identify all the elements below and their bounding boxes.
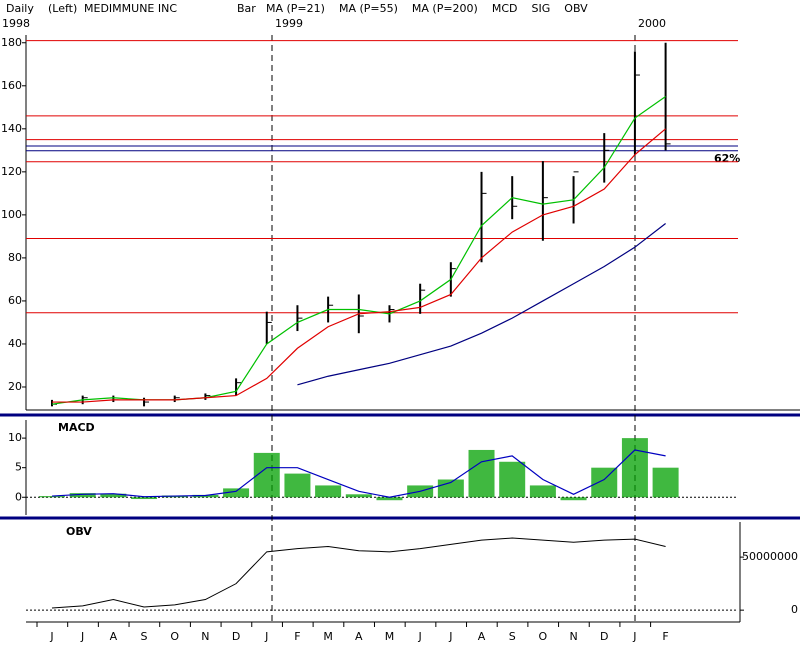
y-tick-label: 0 (791, 603, 798, 616)
obv-line (51, 537, 666, 609)
x-tick-label: J (448, 630, 452, 643)
macd-bar (560, 497, 587, 501)
x-tick-label: D (600, 630, 608, 643)
legend-entry: MCD (492, 2, 518, 15)
x-tick-label: O (539, 630, 548, 643)
y-tick-label: 100 (1, 208, 22, 221)
y-tick-label: 120 (1, 165, 22, 178)
ma-line (297, 223, 666, 386)
header-item: Bar (237, 2, 256, 15)
x-tick-label: D (232, 630, 240, 643)
y-tick-label: 5 (15, 461, 22, 474)
macd-bar (468, 449, 495, 498)
year-label: 1998 (2, 17, 30, 30)
x-tick-label: S (141, 630, 148, 643)
annotation: 62% (714, 152, 740, 165)
header-item: Daily (6, 2, 34, 15)
macd-bar (131, 497, 158, 500)
legend-entry: SIG (532, 2, 551, 15)
x-tick-label: M (323, 630, 333, 643)
x-tick-label: J (632, 630, 636, 643)
panel-title: OBV (66, 525, 92, 538)
macd-bar (284, 473, 311, 498)
header-item: (Left) (48, 2, 77, 15)
macd-bar (591, 467, 618, 498)
macd-bar (376, 497, 403, 501)
macd-bar (39, 496, 65, 498)
header-item: MEDIMMUNE INC (84, 2, 177, 15)
year-label: 2000 (638, 17, 666, 30)
y-tick-label: 0 (15, 490, 22, 503)
x-tick-label: J (418, 630, 422, 643)
x-tick-label: O (170, 630, 179, 643)
x-tick-label: A (355, 630, 363, 643)
x-tick-label: F (294, 630, 300, 643)
y-tick-label: 50000000 (742, 550, 798, 563)
panel-title: MACD (58, 421, 95, 434)
macd-bar (223, 488, 250, 498)
x-tick-label: F (662, 630, 668, 643)
macd-bar (499, 461, 526, 498)
x-tick-label: J (49, 630, 53, 643)
legend-entry: MA (P=200) (412, 2, 478, 15)
legend-entry: MA (P=21) (266, 2, 325, 15)
y-tick-label: 160 (1, 79, 22, 92)
y-tick-label: 60 (8, 294, 22, 307)
y-tick-label: 180 (1, 36, 22, 49)
x-tick-label: S (509, 630, 516, 643)
x-tick-label: J (80, 630, 84, 643)
y-tick-label: 140 (1, 122, 22, 135)
x-tick-label: A (478, 630, 486, 643)
legend-entry: MA (P=55) (339, 2, 398, 15)
x-tick-label: N (569, 630, 577, 643)
ma-line (52, 128, 666, 403)
macd-bar (100, 493, 127, 498)
year-label: 1999 (275, 17, 303, 30)
frames (0, 35, 800, 623)
y-tick-label: 80 (8, 251, 22, 264)
macd-bar (69, 493, 96, 498)
macd-bar (652, 467, 679, 498)
legend-entry: OBV (564, 2, 588, 15)
macd-bar (345, 494, 372, 498)
macd-bar (315, 485, 342, 498)
macd-bar (621, 438, 648, 498)
y-tick-label: 10 (8, 431, 22, 444)
y-tick-label: 20 (8, 380, 22, 393)
x-tick-label: M (385, 630, 395, 643)
x-tick-label: J (264, 630, 268, 643)
macd-bar (529, 485, 556, 498)
x-tick-label: N (201, 630, 209, 643)
x-tick-label: A (110, 630, 118, 643)
y-tick-label: 40 (8, 337, 22, 350)
signal-line (51, 449, 666, 498)
